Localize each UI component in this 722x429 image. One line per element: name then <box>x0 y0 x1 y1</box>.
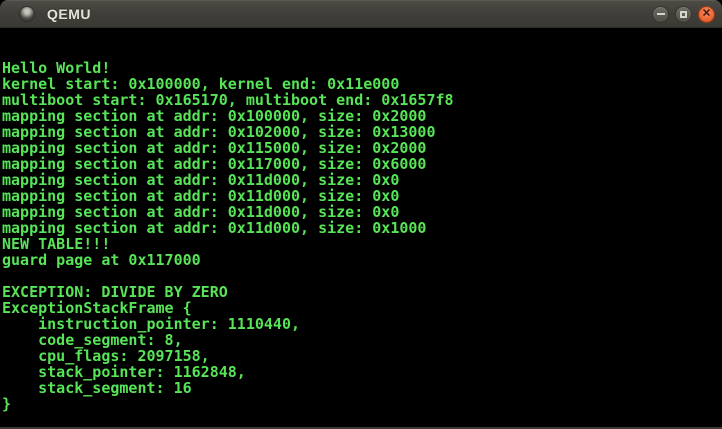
close-icon: ✕ <box>701 7 712 19</box>
console-line: mapping section at addr: 0x115000, size:… <box>2 139 427 157</box>
console-line: kernel start: 0x100000, kernel end: 0x11… <box>2 75 400 93</box>
console-line: ExceptionStackFrame { <box>2 299 192 317</box>
maximize-icon <box>680 10 687 18</box>
minimize-button[interactable] <box>652 5 669 23</box>
console-line: cpu_flags: 2097158, <box>2 347 210 365</box>
console-line <box>0 28 722 44</box>
console-line: mapping section at addr: 0x11d000, size:… <box>2 219 427 237</box>
console-line: EXCEPTION: DIVIDE BY ZERO <box>2 283 228 301</box>
console-line: Hello World! <box>2 59 111 77</box>
minimize-icon <box>656 13 665 15</box>
console-line <box>0 268 722 284</box>
console-line: mapping section at addr: 0x11d000, size:… <box>2 187 400 205</box>
console-line: NEW TABLE!!! <box>2 235 111 253</box>
qemu-window-icon <box>20 7 34 21</box>
close-button[interactable]: ✕ <box>698 5 715 23</box>
console-line: mapping section at addr: 0x11d000, size:… <box>2 171 400 189</box>
console-line <box>0 412 722 427</box>
console-line <box>0 44 722 60</box>
console-line: stack_segment: 16 <box>2 379 192 397</box>
maximize-button[interactable] <box>675 5 692 23</box>
console-line: instruction_pointer: 1110440, <box>2 315 301 333</box>
console-line: } <box>2 395 12 413</box>
console-line: mapping section at addr: 0x100000, size:… <box>2 107 427 125</box>
console-output[interactable]: Hello World! kernel start: 0x100000, ker… <box>0 28 722 429</box>
console-line: guard page at 0x117000 <box>2 251 201 269</box>
window-title: QEMU <box>47 6 91 22</box>
titlebar[interactable]: QEMU ✕ <box>0 0 722 28</box>
console-line: mapping section at addr: 0x11d000, size:… <box>2 203 400 221</box>
console-line: stack_pointer: 1162848, <box>2 363 246 381</box>
console-line: mapping section at addr: 0x117000, size:… <box>2 155 427 173</box>
console-line: mapping section at addr: 0x102000, size:… <box>2 123 436 141</box>
console-line: multiboot start: 0x165170, multiboot end… <box>2 91 454 109</box>
console-line: code_segment: 8, <box>2 331 183 349</box>
